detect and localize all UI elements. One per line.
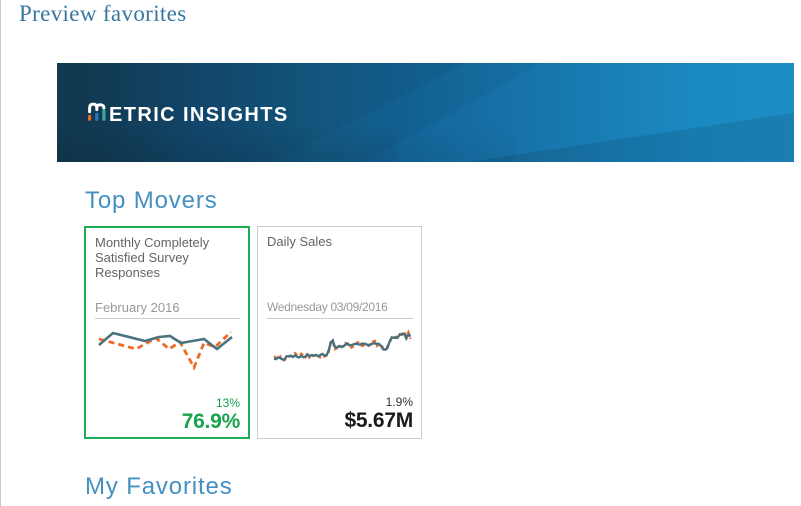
svg-text:ETRIC INSIGHTS: ETRIC INSIGHTS [109, 104, 289, 126]
